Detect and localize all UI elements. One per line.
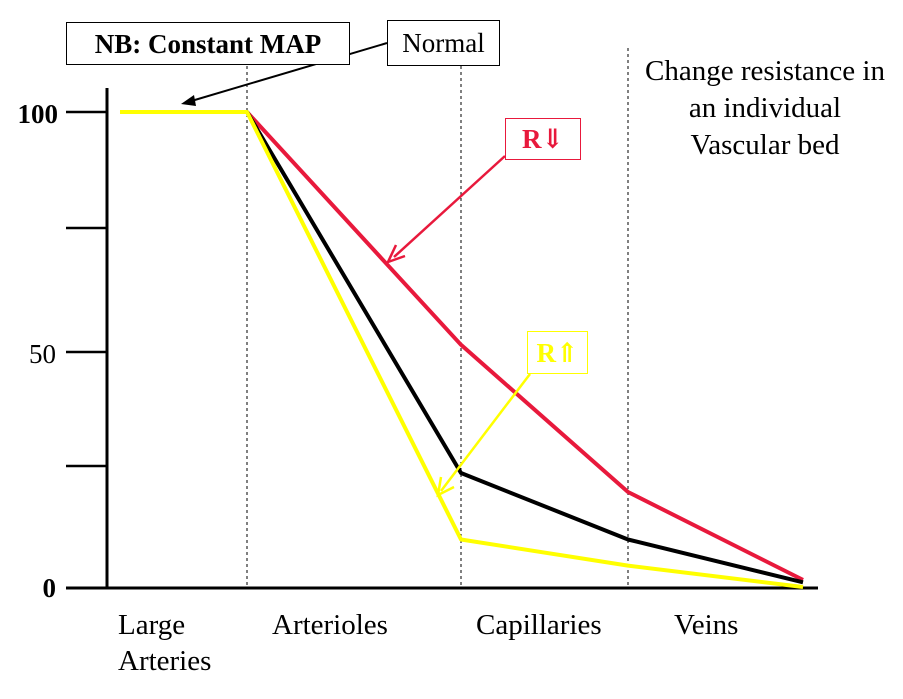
y-tick-label-50: 50 bbox=[29, 339, 56, 369]
r-down-arrowhead bbox=[385, 244, 406, 265]
r-down-label: R⇓ bbox=[505, 118, 581, 160]
normal-arrowhead bbox=[181, 95, 196, 106]
y-tick-label-100: 100 bbox=[17, 99, 59, 129]
normal-label: Normal bbox=[387, 20, 500, 66]
y-tick-label-0: 0 bbox=[42, 573, 57, 603]
section-dividers bbox=[246, 48, 629, 588]
x-category-veins: Veins bbox=[674, 607, 738, 643]
x-category-line1: Large bbox=[118, 609, 186, 641]
series-line-r-down bbox=[245, 110, 804, 582]
x-category-line1: Capillaries bbox=[476, 609, 602, 641]
r-up-arrowhead bbox=[436, 476, 455, 498]
r-up-arrow bbox=[440, 373, 531, 492]
normal-arrow bbox=[187, 42, 388, 103]
series-layer bbox=[120, 110, 804, 589]
r-up-label: R⇑ bbox=[527, 331, 588, 374]
x-category-line2: Arteries bbox=[118, 645, 212, 677]
chart-title: NB: Constant MAP bbox=[66, 22, 350, 65]
r-down-arrow bbox=[393, 155, 506, 258]
axes bbox=[66, 88, 818, 590]
x-category-line1: Veins bbox=[674, 609, 739, 641]
x-category-line1: Arterioles bbox=[272, 609, 388, 641]
annotation-arrows bbox=[181, 42, 531, 498]
annotation-note: Change resistance in an individual Vascu… bbox=[645, 55, 885, 161]
series-line-r-up bbox=[120, 110, 804, 589]
x-category-capillaries: Capillaries bbox=[476, 607, 602, 643]
x-category-arterioles: Arterioles bbox=[272, 607, 388, 643]
x-category-large-arteries: Large Arteries bbox=[118, 607, 211, 679]
